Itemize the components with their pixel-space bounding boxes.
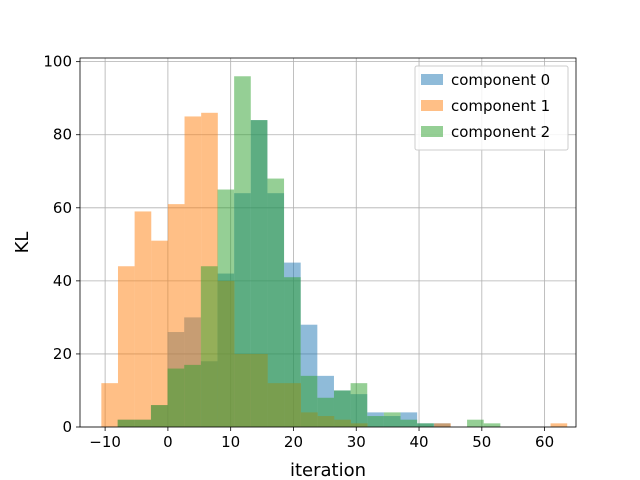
histogram-bar xyxy=(367,416,384,427)
histogram-bar xyxy=(101,383,118,427)
histogram-bar xyxy=(117,266,135,427)
legend-box xyxy=(414,65,569,151)
histogram-bar xyxy=(317,397,334,427)
histogram-bar xyxy=(383,412,401,427)
legend-swatch xyxy=(421,126,443,137)
histogram-bar xyxy=(134,419,151,427)
x-tick-label: 50 xyxy=(472,433,491,451)
histogram-bar xyxy=(483,423,501,427)
histogram-bar xyxy=(217,189,235,427)
histogram-bar xyxy=(467,419,484,427)
histogram-bar xyxy=(250,120,268,427)
legend-label: component 2 xyxy=(451,123,550,141)
histogram-bar xyxy=(134,211,152,427)
x-tick-label: 20 xyxy=(284,433,303,451)
histogram-bar xyxy=(417,423,434,427)
y-tick-label: 80 xyxy=(53,126,72,144)
histogram-bar xyxy=(117,419,135,427)
histogram-bar xyxy=(150,405,168,427)
y-tick-label: 40 xyxy=(53,272,72,290)
ticks: −10 0 10 20 30 40 50 60 0 20 40 60 80 100 xyxy=(43,53,554,451)
histogram-bar xyxy=(167,368,185,427)
x-tick-label: 10 xyxy=(221,433,240,451)
y-tick-label: 100 xyxy=(43,53,72,71)
histogram-bar xyxy=(434,423,451,427)
x-tick-label: 30 xyxy=(347,433,366,451)
histogram-bar xyxy=(400,419,418,427)
y-axis-label: KL xyxy=(12,232,33,254)
x-tick-label: −10 xyxy=(89,433,121,451)
x-axis-label: iteration xyxy=(290,460,366,480)
histogram-bar xyxy=(300,375,318,427)
series-2 xyxy=(117,76,501,427)
legend-label: component 0 xyxy=(451,71,550,89)
histogram-bar xyxy=(267,178,285,427)
x-tick-label: 0 xyxy=(163,433,173,451)
plot-frame xyxy=(79,57,577,428)
y-tick-label: 0 xyxy=(62,418,72,436)
histogram-bar xyxy=(184,364,201,427)
legend: component 0 component 1 component 2 xyxy=(414,65,569,151)
y-tick-label: 60 xyxy=(53,199,72,217)
x-tick-label: 40 xyxy=(409,433,428,451)
legend-label: component 1 xyxy=(451,97,550,115)
legend-swatch xyxy=(421,100,443,111)
histogram-bar xyxy=(284,277,301,427)
histogram-bar xyxy=(184,116,202,427)
histogram-bar xyxy=(550,423,568,427)
histogram-bar xyxy=(234,76,251,427)
histogram-bar xyxy=(151,240,168,427)
histogram-bar xyxy=(350,383,368,427)
histogram-bar xyxy=(200,266,218,427)
x-tick-label: 60 xyxy=(535,433,554,451)
y-tick-label: 20 xyxy=(53,345,72,363)
histogram-bar xyxy=(333,390,351,427)
legend-swatch xyxy=(421,74,443,85)
bars xyxy=(101,76,568,428)
